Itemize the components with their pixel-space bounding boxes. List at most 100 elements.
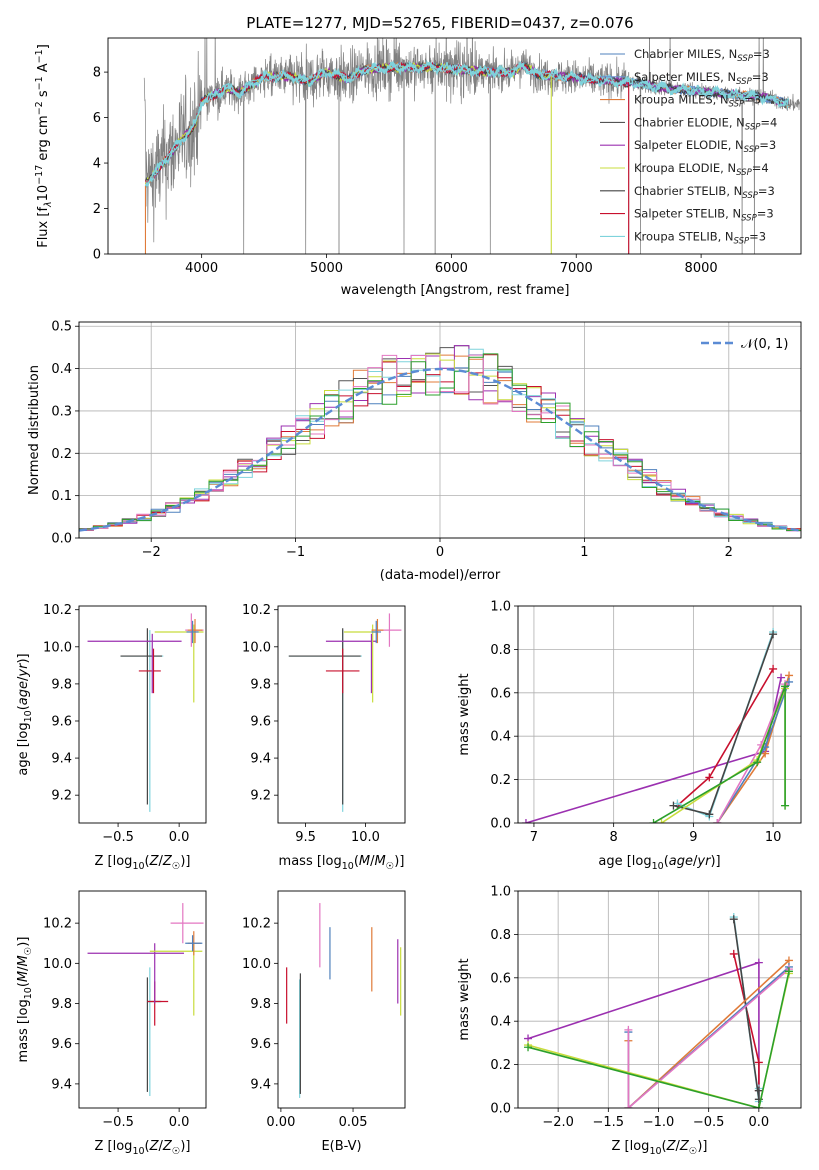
y-tick-label: 0.2	[51, 447, 72, 462]
figure-title: PLATE=1277, MJD=52765, FIBERID=0437, z=0…	[246, 14, 633, 32]
x-tick-label: 8	[610, 830, 618, 845]
y-tick-label: 1.0	[490, 885, 511, 900]
legend-entry: Chabrier MILES, NSSP=3	[634, 47, 770, 64]
marker-salpeter_elodie	[777, 673, 786, 682]
series-salpeter_elodie	[525, 677, 782, 823]
y-tick-label: 6	[93, 111, 101, 126]
x-tick-label: 10.0	[351, 830, 380, 845]
marker-green	[784, 967, 793, 976]
legend-entry: Kroupa ELODIE, NSSP=4	[634, 161, 769, 178]
x-tick-label: 1	[580, 545, 588, 560]
marker-green	[753, 758, 762, 767]
legend-entry: Salpeter MILES, NSSP=3	[634, 70, 769, 87]
y-axis-label: Flux [fλ10−17 erg cm−2 s−1 A−1]	[34, 44, 54, 248]
series-chabrier_stelib	[673, 633, 774, 816]
x-tick-label: −0.5	[102, 1115, 134, 1130]
series-chabrier_stelib	[733, 919, 760, 1100]
y-tick-label: 0.6	[490, 971, 511, 986]
plot-area	[87, 903, 204, 1096]
y-tick-label: 0.4	[51, 362, 72, 377]
x-tick-label: 8000	[685, 261, 718, 276]
marker-salpeter_stelib	[705, 773, 714, 782]
x-tick-label: 5000	[310, 261, 343, 276]
y-tick-label: 9.6	[51, 1037, 72, 1052]
x-axis-label: Z [log10(Z/Z☉)]	[95, 854, 191, 872]
x-tick-label: 7	[530, 830, 538, 845]
panels: 4000 5000 6000 7000 8000 0 2 4 6 8 Chabrier MILES,…	[16, 37, 802, 1157]
y-tick-label: 9.8	[51, 677, 72, 692]
panel-weight_vs_age: 7 8 9 10 0.0 0.2 0.4 0.6 0.8 1.0 age [log10(age/yr…	[457, 600, 802, 872]
axes-frame	[517, 605, 802, 824]
x-tick-label: −0.5	[693, 1115, 725, 1130]
x-axis-label: wavelength [Angstrom, rest frame]	[341, 283, 570, 298]
marker-salpeter_stelib	[754, 1058, 763, 1067]
panel-mass_vs_z: −0.5 0.0 9.4 9.6 9.8 10.0 10.2 Z [log10(Z/Z☉)] m…	[16, 890, 207, 1157]
y-tick-label: 0.0	[51, 532, 72, 547]
y-axis-label: age [log10(age/yr)]	[16, 653, 34, 775]
marker-green	[754, 1104, 763, 1108]
x-tick-label: 0.05	[339, 1115, 368, 1130]
y-tick-label: 0.2	[490, 773, 511, 788]
series-pink	[627, 968, 790, 1108]
y-tick-label: 10.2	[242, 917, 271, 932]
axes-frame	[277, 890, 406, 1109]
marker-salpeter_stelib	[729, 949, 738, 958]
y-tick-label: 2	[93, 202, 101, 217]
y-tick-label: 9.8	[250, 997, 271, 1012]
legend-entry: Kroupa MILES, NSSP=3	[634, 93, 761, 110]
x-tick-label: −1.5	[593, 1115, 625, 1130]
marker-chabrier_stelib	[705, 810, 714, 819]
plot-area	[288, 613, 402, 812]
y-tick-label: 0.5	[51, 320, 72, 335]
y-tick-label: 1.0	[490, 600, 511, 615]
model-kroupa-stelib-top	[144, 59, 790, 188]
axes-frame	[277, 605, 406, 824]
histogram-green	[79, 353, 801, 538]
x-axis-label: Z [log10(Z/Z☉)]	[612, 1139, 708, 1157]
x-axis-label: age [log10(age/yr)]	[598, 854, 720, 872]
x-axis-label: (data-model)/error	[380, 568, 501, 583]
y-tick-label: 0.4	[490, 1015, 511, 1030]
x-tick-label: 6000	[435, 261, 468, 276]
panel-age_vs_mass: 9.5 10.0 9.2 9.4 9.6 9.8 10.0 10.2 mass [log10(M…	[242, 603, 406, 872]
x-tick-label: 9	[689, 830, 697, 845]
y-tick-label: 10.0	[43, 957, 72, 972]
y-tick-label: 9.8	[51, 997, 72, 1012]
marker-salpeter_elodie	[754, 958, 763, 967]
marker-chabrier_stelib	[729, 915, 738, 924]
y-tick-label: 10.0	[242, 957, 271, 972]
plot-area	[286, 903, 402, 1098]
y-tick-label: 0.6	[490, 686, 511, 701]
gaussian-curve	[79, 367, 801, 532]
y-tick-label: 0.0	[490, 1102, 511, 1117]
y-axis-label: mass weight	[457, 673, 472, 755]
x-tick-label: −2	[142, 545, 161, 560]
y-tick-label: 0.4	[490, 730, 511, 745]
x-tick-label: 0.00	[266, 1115, 295, 1130]
legend-entry: 𝒩(0, 1)	[741, 337, 788, 352]
y-axis-label: mass weight	[457, 958, 472, 1040]
panel-weight_vs_z: −2.0 −1.5 −1.0 −0.5 0.0 0.0 0.2 0.4 0.6 0.8 1.0 Z […	[457, 885, 802, 1157]
x-tick-label: −2.0	[542, 1115, 574, 1130]
x-tick-label: 2	[725, 545, 733, 560]
legend-entry: Salpeter STELIB, NSSP=3	[634, 207, 774, 224]
panel-age_vs_z: −0.5 0.0 9.2 9.4 9.6 9.8 10.0 10.2 Z [log10(Z/Z☉…	[16, 603, 207, 872]
y-tick-label: 9.4	[51, 752, 72, 767]
y-tick-label: 0	[93, 248, 101, 263]
marker-salpeter_elodie	[521, 819, 530, 823]
y-tick-label: 9.6	[250, 714, 271, 729]
legend: Chabrier MILES, NSSP=3 Salpeter MILES, NS…	[600, 47, 777, 246]
marker-pink	[713, 819, 722, 823]
panel-spectrum: 4000 5000 6000 7000 8000 0 2 4 6 8 Chabrier MILES,…	[34, 37, 802, 298]
plot-area	[79, 345, 801, 538]
x-tick-label: −1.0	[643, 1115, 675, 1130]
plot-area	[143, 38, 800, 254]
y-tick-label: 9.2	[250, 789, 271, 804]
marker-kroupa_elodie	[657, 819, 666, 823]
marker-chabrier_stelib	[669, 801, 678, 810]
y-tick-label: 0.8	[490, 928, 511, 943]
axes-frame	[517, 890, 802, 1109]
y-tick-label: 9.4	[250, 1077, 271, 1092]
y-tick-label: 0.1	[51, 489, 72, 504]
